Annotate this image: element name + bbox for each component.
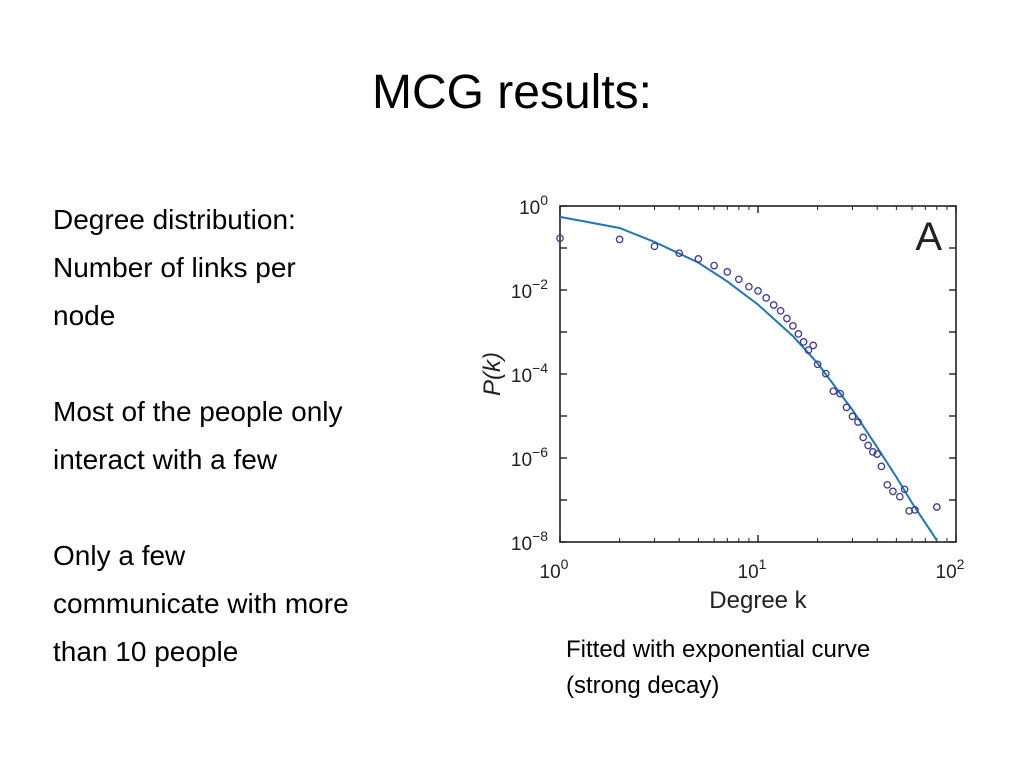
data-point [854,418,862,426]
y-tick-label: 10−8 [511,528,548,555]
panel-label: A [915,215,942,259]
bullet-2-line-1: Most of the people only [53,396,343,427]
data-point [900,485,909,494]
data-point [769,301,778,309]
caption-line-2: (strong decay) [566,672,720,699]
data-point [734,275,743,284]
bullet-3-line-1: Only a few [53,540,186,571]
chart-caption: Fitted with exponential curve (strong de… [566,632,996,704]
bullet-paragraph-1: Degree distribution: Number of links per… [53,196,473,340]
y-tick-label-exponent: −4 [532,360,548,376]
y-tick-label: 100 [519,192,548,219]
data-point [556,234,564,243]
fit-curve [559,215,938,541]
data-point [789,322,797,330]
y-tick-label: 10−4 [511,360,548,387]
x-tick-label: 102 [936,556,965,583]
data-point [694,255,703,263]
y-tick-label-base: 10 [511,282,532,303]
data-point [859,433,868,442]
y-tick-label-base: 10 [511,534,532,555]
data-point [762,294,771,302]
data-point [615,235,624,244]
data-point [868,448,877,456]
y-tick-label-exponent: −8 [532,528,548,544]
data-point [776,306,785,315]
bullet-paragraph-2: Most of the people only interact with a … [53,388,473,484]
data-point [829,387,838,396]
data-point [848,412,857,421]
y-tick-label: 10−6 [511,444,548,471]
data-point [873,450,882,458]
y-tick-label-base: 10 [511,450,532,471]
x-tick-label-exponent: 2 [957,556,965,572]
data-point [883,480,892,489]
x-tick-label: 101 [738,556,767,583]
y-tick-label: 10−2 [511,276,548,303]
data-point [675,249,684,258]
x-tick-label-base: 10 [738,562,759,583]
data-point [821,369,830,378]
data-point [650,242,659,251]
x-tick-label-base: 10 [936,562,957,583]
bullet-1-line-2: Number of links per [53,252,296,283]
bullet-paragraph-3: Only a few communicate with more than 10… [53,532,473,676]
y-tick-label-exponent: −2 [532,276,548,292]
x-tick-label-exponent: 1 [759,556,767,572]
data-point [895,492,904,501]
bullet-1-line-3: node [53,300,116,331]
y-tick-label-base: 10 [511,366,532,387]
y-tick-label-base: 10 [519,198,540,219]
data-point [911,506,919,514]
data-point [809,341,818,350]
data-point [836,389,845,398]
data-point [799,338,808,346]
data-point [745,282,753,291]
x-tick-label-base: 10 [540,562,561,583]
x-tick-label-exponent: 0 [561,556,569,572]
data-point [794,330,803,338]
data-point [877,462,886,471]
caption-line-1: Fitted with exponential curve [566,636,871,663]
y-tick-label-exponent: 0 [540,192,548,208]
data-point [864,441,872,450]
data-point [813,360,822,369]
bullet-text-block: Degree distribution: Number of links per… [53,196,473,724]
data-point [889,487,897,496]
y-axis-label: P(k) [479,352,506,396]
data-point [710,261,718,270]
slide-title: MCG results: [371,66,653,119]
x-axis-label: Degree k [709,587,807,614]
data-point [723,268,732,276]
y-tick-label-exponent: −6 [532,444,548,460]
bullet-3-line-3: than 10 people [53,636,239,667]
bullet-2-line-2: interact with a few [53,444,278,475]
data-point [783,314,791,323]
data-point [804,346,813,354]
data-point [842,403,851,412]
bullet-1-line-1: Degree distribution: [53,204,296,235]
data-point [932,503,941,511]
bullet-3-line-2: communicate with more [53,588,349,619]
x-tick-label: 100 [540,556,569,583]
data-point [754,287,762,295]
